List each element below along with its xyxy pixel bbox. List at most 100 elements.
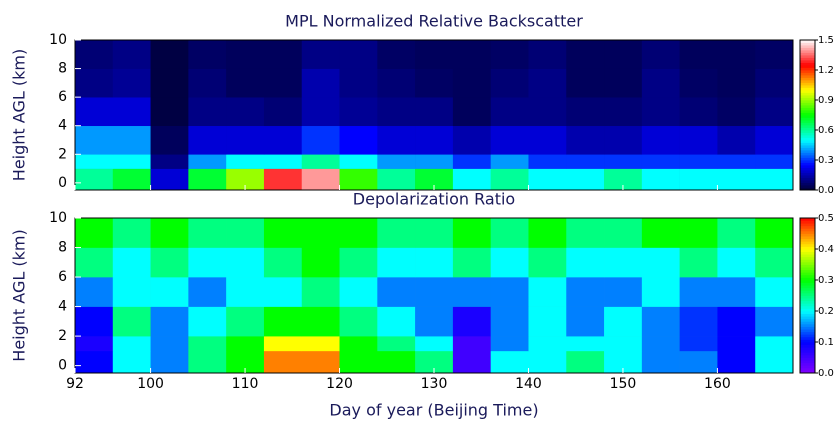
heatmap-cell (112, 336, 151, 352)
y-tick-label: 2 (58, 146, 67, 162)
heatmap-cell (679, 350, 718, 374)
y-tick-label: 8 (58, 61, 67, 77)
heatmap-cell (641, 154, 680, 169)
heatmap-cell (226, 306, 265, 337)
colorbar-strip (800, 251, 815, 255)
colorbar-strip (800, 150, 815, 153)
heatmap-cell (452, 350, 491, 374)
heatmap-cell (604, 277, 643, 307)
colorbar-strip (800, 92, 815, 96)
heatmap-cell (717, 40, 756, 69)
heatmap-cell (452, 247, 491, 278)
heatmap-cell (339, 40, 378, 69)
heatmap-cell (604, 336, 643, 352)
x-tick-label: 150 (610, 376, 637, 392)
heatmap-cell (717, 125, 756, 155)
colorbar-strip (800, 52, 815, 56)
chart-title: MPL Normalized Relative Backscatter (285, 12, 583, 31)
colorbar-strip (800, 261, 815, 265)
colorbar-strip (800, 298, 815, 302)
colorbar-strip (800, 147, 815, 151)
heatmap-cell (528, 68, 567, 98)
heatmap-cell (339, 218, 378, 248)
heatmap-cell (112, 306, 151, 337)
heatmap-cell (339, 277, 378, 307)
colorbar-strip (800, 127, 815, 131)
heatmap-cell (263, 168, 303, 191)
heatmap-cell (263, 350, 303, 374)
heatmap-cell (717, 97, 756, 127)
colorbar-strip (800, 241, 815, 245)
heatmap-cell (226, 97, 265, 127)
colorbar-strip (800, 85, 815, 88)
colorbar-strip (800, 347, 815, 351)
heatmap-cell (679, 336, 718, 352)
chart-title: Depolarization Ratio (353, 190, 515, 209)
heatmap-cell (339, 168, 378, 191)
colorbar-strip (800, 360, 815, 364)
colorbar-strip (800, 334, 815, 338)
colorbar-strip (800, 336, 815, 340)
heatmap-cell (528, 154, 567, 169)
heatmap-cell (226, 350, 265, 374)
heatmap-cell (188, 218, 227, 248)
heatmap-cell (150, 277, 189, 307)
heatmap-cell (755, 350, 794, 374)
heatmap-cell (755, 68, 794, 98)
heatmap-cell (755, 336, 794, 352)
heatmap-cell (490, 350, 529, 374)
heatmap-cell (339, 97, 378, 127)
heatmap-cell (679, 168, 718, 191)
heatmap-cell (263, 306, 303, 337)
colorbar-strip (800, 267, 815, 271)
heatmap-cell (112, 350, 151, 374)
y-tick-label: 0 (58, 358, 67, 374)
heatmap-cell (226, 277, 265, 307)
heatmap-cell (226, 68, 265, 98)
heatmap-cell (301, 306, 340, 337)
x-tick-label: 92 (66, 376, 84, 392)
heatmap-cell (641, 168, 680, 191)
y-axis-label: Height AGL (km) (10, 49, 29, 181)
x-tick-label: 140 (515, 376, 542, 392)
colorbar-strip (800, 122, 815, 126)
colorbar-strip (800, 180, 815, 183)
heatmap-cell (490, 68, 529, 98)
heatmap-cell (263, 97, 303, 127)
heatmap-cell (604, 247, 643, 278)
colorbar-strip (800, 107, 815, 111)
heatmap-cell (641, 306, 680, 337)
heatmap-cell (301, 97, 340, 127)
colorbar-strip (800, 308, 815, 312)
heatmap-cell (566, 68, 605, 98)
heatmap-cell (226, 154, 265, 169)
heatmap-cell (641, 68, 680, 98)
colorbar-strip (800, 102, 815, 106)
heatmap-cell (75, 68, 114, 98)
heatmap-cell (75, 125, 114, 155)
x-tick-label: 100 (137, 376, 164, 392)
heatmap-cell (679, 40, 718, 69)
heatmap-cell (150, 350, 189, 374)
heatmap-cell (528, 97, 567, 127)
colorbar-strip (800, 218, 815, 221)
heatmap-cell (490, 154, 529, 169)
heatmap-cell (717, 247, 756, 278)
heatmap-cell (415, 336, 454, 352)
heatmap-cell (679, 154, 718, 169)
heatmap-cell (377, 336, 416, 352)
colorbar-strip (800, 238, 815, 242)
heatmap-cell (604, 154, 643, 169)
heatmap-cell (755, 168, 794, 191)
colorbar-tick-label: 1.2 (818, 65, 834, 76)
colorbar-strip (800, 137, 815, 141)
colorbar-strip (800, 65, 815, 68)
heatmap-cell (679, 247, 718, 278)
heatmap-cell (452, 277, 491, 307)
colorbar-strip (800, 249, 815, 252)
heatmap-cell (717, 68, 756, 98)
colorbar-strip (800, 295, 815, 299)
heatmap-cell (566, 97, 605, 127)
heatmap-cell (679, 68, 718, 98)
